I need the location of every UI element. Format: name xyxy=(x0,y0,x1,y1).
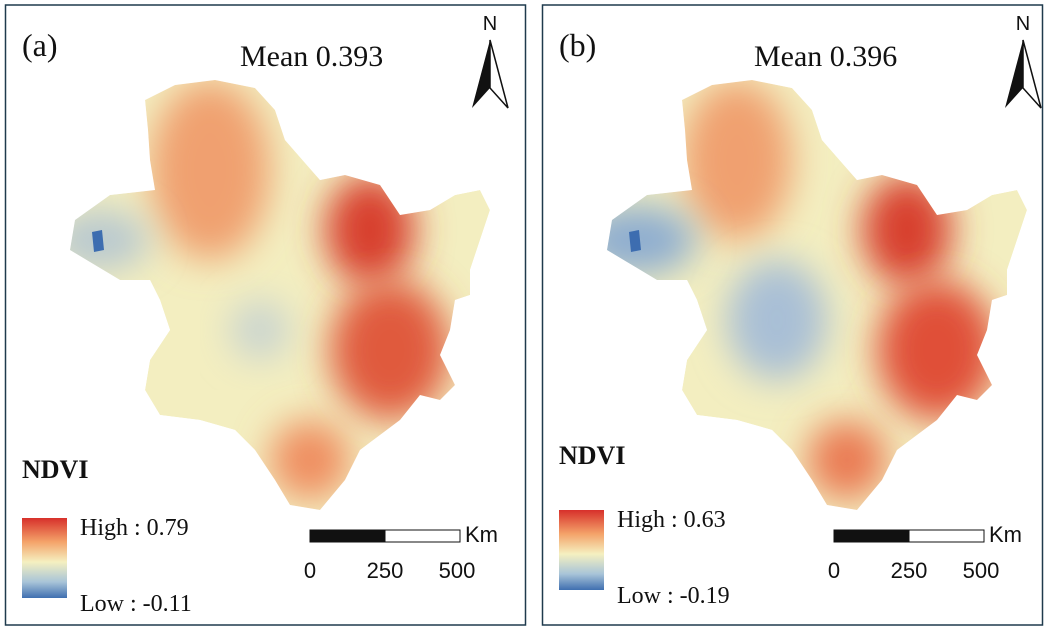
scalebar-white xyxy=(384,529,461,543)
ndvi-zone xyxy=(230,300,290,360)
map xyxy=(70,80,490,510)
panel-frame xyxy=(4,4,527,626)
legend-title: NDVI xyxy=(22,455,88,484)
scalebar-black xyxy=(833,529,910,543)
lake xyxy=(92,230,104,252)
mean-value: Mean 0.393 xyxy=(240,40,383,73)
north-label: N xyxy=(483,13,497,35)
legend-colorbar xyxy=(22,518,67,598)
legend-low: Low : -0.19 xyxy=(617,583,730,609)
scalebar-unit: Km xyxy=(989,522,1022,547)
ndvi-zone xyxy=(150,80,270,260)
north-arrow-right xyxy=(1022,39,1042,109)
scalebar-tick: 250 xyxy=(891,558,928,583)
scalebar-unit: Km xyxy=(465,522,498,547)
ndvi-zone xyxy=(682,80,792,240)
north-arrow-left xyxy=(1005,40,1023,108)
panel-frame xyxy=(541,4,1044,626)
scalebar-tick: 250 xyxy=(367,558,404,583)
scalebar-tick: 0 xyxy=(828,558,840,583)
legend-colorbar xyxy=(559,510,604,590)
map xyxy=(607,80,1027,510)
legend-high: High : 0.63 xyxy=(617,507,726,533)
north-arrow-left xyxy=(472,40,490,108)
legend-title: NDVI xyxy=(559,441,625,470)
scalebar-tick: 500 xyxy=(963,558,1000,583)
scalebar-white xyxy=(908,529,985,543)
ndvi-zone xyxy=(862,175,952,285)
ndvi-zone xyxy=(270,420,350,500)
panel: (b) Mean 0.396 N NDVI High : 0.63 Low : -0.19… xyxy=(541,4,1044,626)
ndvi-zone xyxy=(727,260,827,380)
panel: (a) Mean 0.393 N NDVI High : 0.79 Low : -0.11… xyxy=(4,4,527,626)
ndvi-zone xyxy=(877,280,997,420)
legend-low: Low : -0.11 xyxy=(80,591,192,617)
ndvi-zone xyxy=(807,420,887,500)
legend-high: High : 0.79 xyxy=(80,515,189,541)
ndvi-zone xyxy=(325,175,415,285)
mean-value: Mean 0.396 xyxy=(754,40,897,73)
ndvi-zone xyxy=(330,280,450,420)
scalebar-tick: 0 xyxy=(304,558,316,583)
scalebar-tick: 500 xyxy=(439,558,476,583)
scalebar-black xyxy=(309,529,386,543)
north-arrow-right xyxy=(489,39,509,109)
panel-label: (b) xyxy=(559,27,596,63)
panel-label: (a) xyxy=(22,27,58,63)
north-label: N xyxy=(1016,13,1030,35)
lake xyxy=(629,230,641,252)
